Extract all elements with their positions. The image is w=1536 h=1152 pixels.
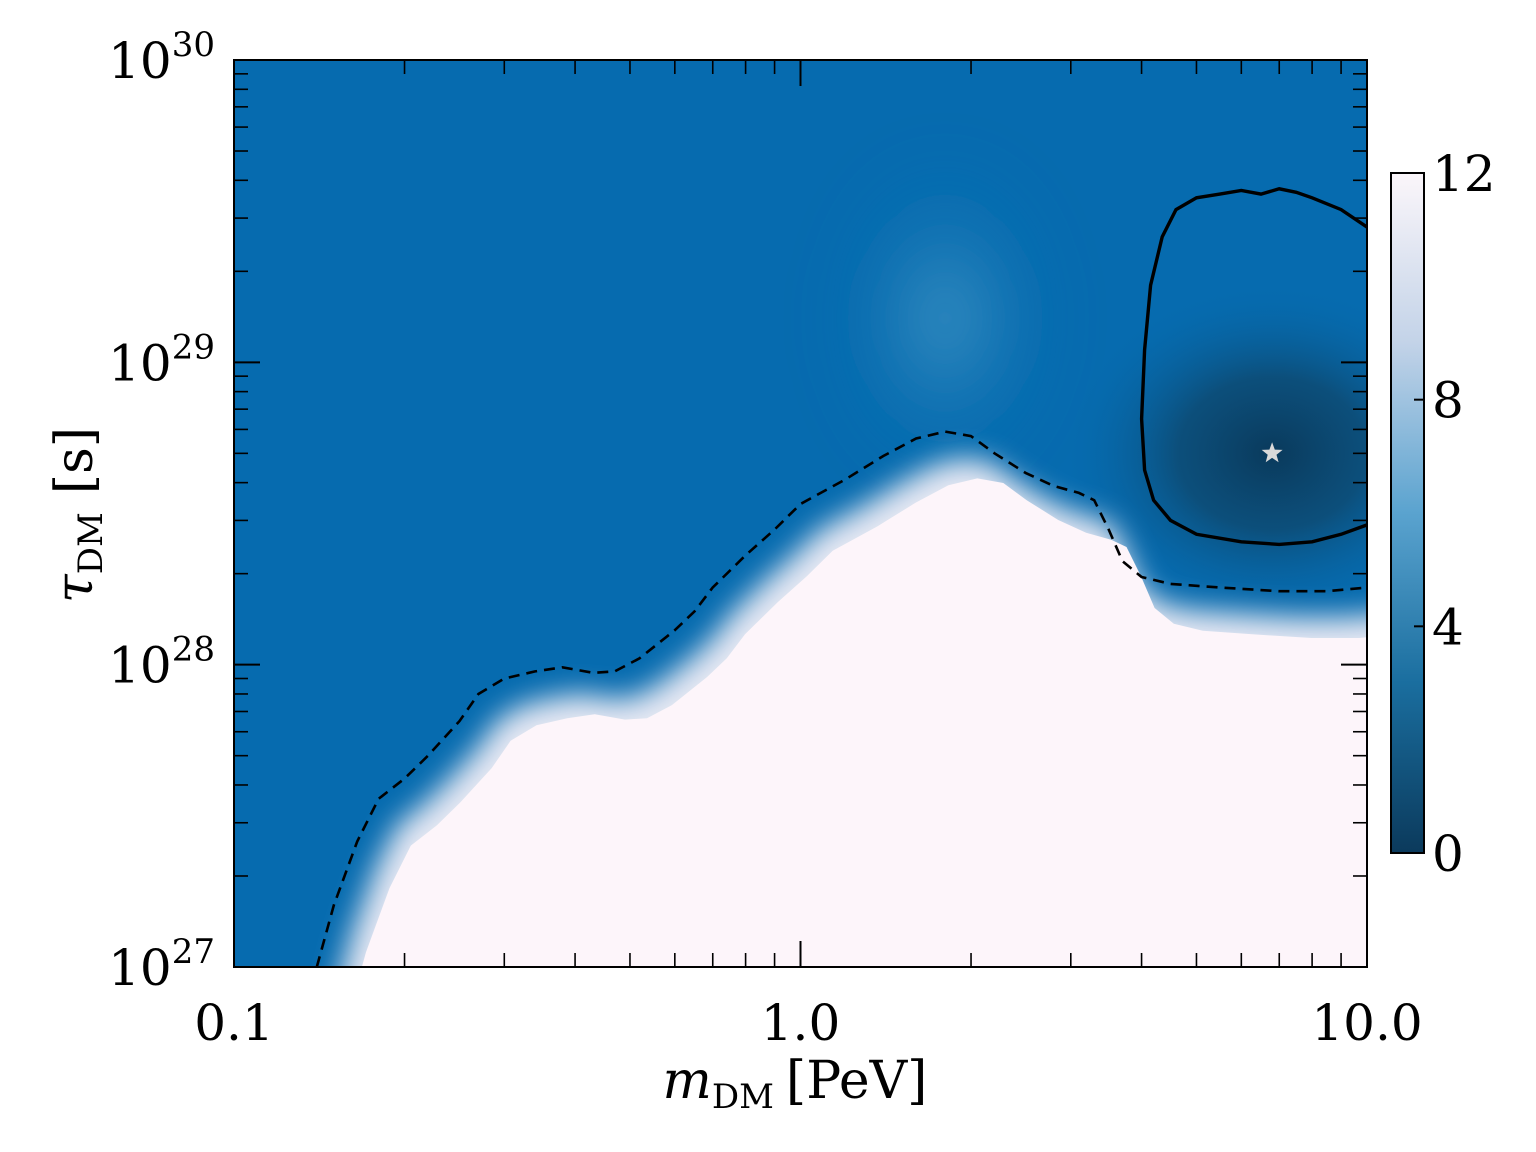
colorbar-tick-label: 8 xyxy=(1432,372,1464,430)
x-tick-label: 0.1 xyxy=(194,994,274,1052)
y-axis-label: τDM[s] xyxy=(45,427,111,603)
y-tick-label: 1030 xyxy=(108,25,215,90)
y-tick-label: 1029 xyxy=(108,327,215,392)
x-tick-label: 10.0 xyxy=(1311,994,1422,1052)
y-tick-label: 1027 xyxy=(108,932,215,997)
dashed-contour-line xyxy=(315,430,1367,967)
colorbar xyxy=(1390,172,1425,854)
x-axis-label: mDM [PeV] xyxy=(663,1051,928,1117)
plot-area xyxy=(234,60,1367,967)
y-tick-label: 1028 xyxy=(108,630,215,695)
y-axis-ticks: 1027 1028 1029 1030 xyxy=(108,25,1367,997)
x-axis-ticks: 0.1 1.0 10.0 xyxy=(194,60,1423,1052)
heatmap-excluded-region xyxy=(361,478,1367,967)
colorbar-tick-label: 0 xyxy=(1432,825,1464,883)
heatmap-light-region xyxy=(835,158,1056,479)
colorbar-ticks: 0 4 8 12 xyxy=(1414,145,1496,883)
colorbar-tick-label: 12 xyxy=(1432,145,1496,203)
best-fit-star-marker xyxy=(1261,442,1283,463)
colorbar-tick-label: 4 xyxy=(1432,598,1464,656)
solid-contour-line xyxy=(1139,187,1367,547)
heatmap-minimum-region xyxy=(1062,283,1367,624)
x-tick-label: 1.0 xyxy=(761,994,841,1052)
